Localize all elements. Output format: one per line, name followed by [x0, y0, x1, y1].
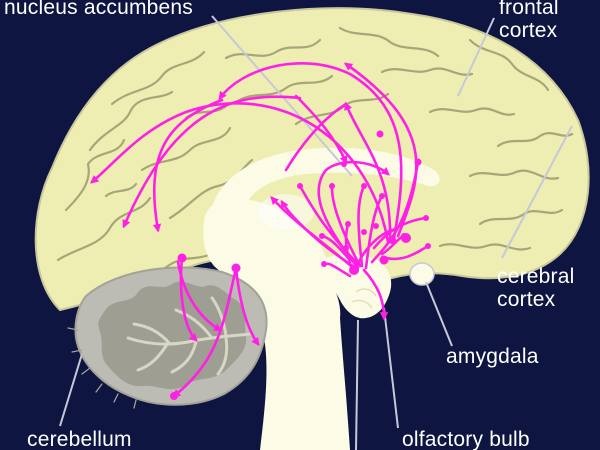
pathway-frontal-2 — [343, 62, 418, 238]
label-cerebellum-text: cerebellum — [27, 428, 132, 450]
pathway-cortex-left-3 — [152, 98, 224, 233]
pathway-inner-6 — [364, 194, 384, 270]
pathway-cortex-arc — [294, 94, 348, 165]
label-frontal-cortex: frontal cortex — [499, 0, 559, 42]
pathway-cerebellum-1 — [179, 256, 198, 342]
cerebellum-folia — [98, 281, 247, 390]
thalamus-brainstem — [203, 198, 350, 450]
dopamine-pathways — [90, 61, 430, 398]
pathway-inner-8 — [298, 184, 362, 268]
pathway-basal-2 — [362, 268, 389, 321]
label-cerebral-cortex: cerebral cortex — [497, 265, 574, 311]
label-cerebral-line1: cerebral — [497, 265, 575, 288]
pathway-inner-5 — [357, 184, 366, 268]
pathway-cortex-upper — [284, 102, 348, 172]
pathway-inner-3 — [280, 199, 358, 270]
basal-forebrain — [318, 253, 392, 319]
pathway-nodes — [170, 130, 431, 400]
pathway-frontal-1 — [218, 61, 403, 240]
label-olfactory-text: olfactory bulb — [402, 428, 530, 450]
pathway-frontal-3 — [344, 101, 392, 242]
label-cerebellum: cerebellum — [27, 428, 132, 450]
label-olfactory-bulb: olfactory bulb — [402, 428, 530, 450]
pathway-cortex-left-1 — [90, 102, 390, 244]
corpus-callosum — [210, 147, 440, 220]
pathway-cerebellum-3 — [234, 266, 260, 347]
label-nucleus-accumbens-text: nucleus accumbens — [4, 0, 194, 19]
label-cerebral-line2: cortex — [497, 288, 556, 311]
label-amygdala-text: amygdala — [446, 345, 539, 368]
label-nucleus-accumbens: nucleus accumbens — [4, 0, 193, 19]
pathway-cortex-left-2 — [122, 95, 302, 229]
pathway-inner-4 — [330, 186, 362, 268]
leader-lines — [59, 15, 573, 450]
label-frontal-line2: cortex — [499, 19, 558, 42]
pathway-basal-5 — [384, 244, 430, 261]
pathway-cerebellum-2 — [172, 266, 238, 398]
pathway-inner-2 — [317, 160, 390, 270]
pathway-basal-4 — [354, 228, 394, 270]
label-frontal-line1: frontal — [499, 0, 559, 19]
pathway-basal-8 — [372, 216, 428, 250]
cerebellum-white-matter — [126, 296, 254, 376]
amygdala — [409, 262, 435, 286]
label-amygdala: amygdala — [446, 345, 539, 368]
pathway-cerebellum-4 — [176, 260, 223, 332]
